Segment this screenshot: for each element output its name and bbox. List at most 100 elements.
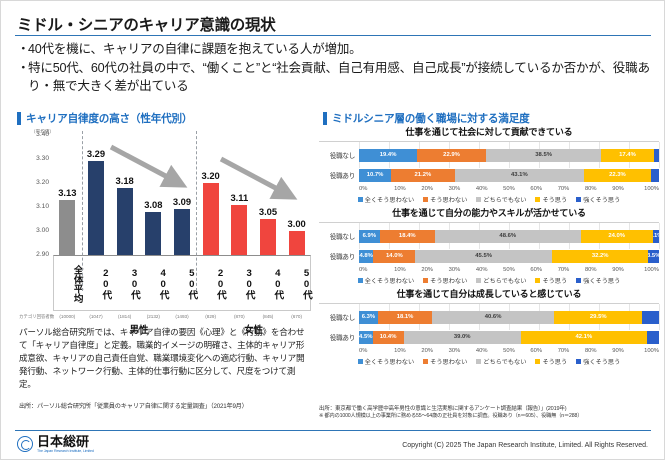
accent-bar-icon: [323, 112, 327, 125]
stacked-segment: 4.8%: [359, 249, 374, 263]
bar-rect: [288, 231, 305, 255]
legend-swatch-icon: [357, 197, 363, 202]
right-source-line1: 出所：東京都で働く高学歴中高年男性の意識と生活実態に関するアンケート調査結果（報…: [319, 406, 567, 412]
legend-item: どちらでもない: [476, 195, 526, 204]
trend-arrows: [109, 144, 298, 200]
stacked-segment: 40.6%: [432, 310, 554, 324]
bar-value-label: 3.00: [287, 218, 306, 229]
legend-label: そう思わない: [430, 359, 468, 366]
copyright-text: Copyright (C) 2025 The Japan Research In…: [402, 442, 648, 449]
chart-top-rule: [319, 303, 659, 304]
bar-column: 3.09: [172, 135, 192, 255]
x-axis-tick: 70%: [557, 348, 570, 354]
bullet-list: ・ 40代を機に、キャリアの自律に課題を抱えている人が増加。 ・ 特に50代、6…: [17, 41, 651, 97]
x-axis-tick: 0%: [359, 186, 368, 192]
category-label: 50代: [186, 268, 198, 300]
y-axis-tick: 3.20: [36, 179, 49, 186]
legend-swatch-icon: [535, 278, 541, 283]
y-axis-tick: 3.00: [36, 227, 49, 234]
x-axis-tick: 90%: [612, 348, 624, 354]
bar-column: 3.05: [258, 135, 278, 255]
bullet-text: 40代を機に、キャリアの自律に課題を抱えている人が増加。: [28, 42, 362, 56]
legend-item: どちらでもない: [476, 357, 526, 366]
row-category-label: 役職なし: [329, 153, 355, 160]
legend-item: そう思う: [535, 195, 567, 204]
stacked-segment: 45.5%: [415, 249, 552, 263]
y-axis-tick: 3.10: [36, 203, 49, 210]
stacked-rows: 役職なし 6.9%18.4%48.6%24.0%2.1% 役職あり 4.8%14.0%…: [319, 223, 660, 265]
bar-plot-area: 3.13 3.29 3.18 3.08 3.09 3.20 3.11 3.05 3.00: [53, 135, 311, 255]
category-label: 20代: [100, 268, 112, 300]
x-axis-tick: 10%: [394, 186, 406, 192]
x-axis-ticks: 0% 10% 20% 30% 40% 50% 60% 70% 80% 90% 100%: [359, 267, 659, 273]
bar-column: 3.00: [287, 135, 306, 255]
bar-rect: [145, 211, 162, 255]
left-source-text: 出所：パーソル総合研究所「従業員のキャリア自律に関する定量調査」（2021年9月…: [19, 403, 248, 410]
x-axis-tick: 80%: [584, 186, 597, 192]
x-axis-tick: 100%: [644, 348, 659, 354]
bar-rect: [202, 183, 219, 255]
stacked-chart-block: 仕事を通じて社会に対して貢献できている 役職なし 19.4% 22.9% 38.5% 17…: [319, 125, 660, 204]
x-axis-tick: 80%: [584, 267, 597, 273]
logo-circle-icon: [17, 435, 33, 452]
category-label: 20代: [214, 268, 226, 300]
footer-divider: [15, 430, 651, 431]
legend-item: 強くそう思う: [576, 195, 620, 204]
x-axis-tick: 50%: [503, 267, 515, 273]
legend-label: 全くそう思わない: [364, 359, 415, 366]
legend-swatch-icon: [476, 359, 482, 364]
bar-rect: [231, 204, 248, 255]
category-label: 全体平均: [71, 264, 83, 304]
x-axis-tick: 80%: [584, 348, 597, 354]
legend-swatch-icon: [535, 359, 541, 364]
bar-column: 3.08: [144, 135, 162, 255]
legend-label: そう思わない: [430, 278, 468, 285]
x-axis-tick: 0%: [359, 267, 368, 273]
bar-rect: [87, 161, 105, 255]
bar-value-label: 3.18: [115, 174, 134, 186]
x-axis-tick: 30%: [448, 186, 461, 192]
chart-legend: 全くそう思わない そう思わない どちらでもない そう思う 強くそう思う: [319, 195, 659, 204]
x-axis-ticks: 0% 10% 20% 30% 40% 50% 60% 70% 80% 90% 100%: [359, 348, 659, 354]
gridline: [659, 223, 660, 249]
row-category-label: 役職あり: [329, 335, 355, 342]
legend-swatch-icon: [576, 197, 582, 202]
x-axis-tick: 70%: [557, 267, 570, 273]
bar-value-label: 3.05: [258, 206, 278, 217]
x-axis-tick: 100%: [644, 186, 659, 192]
stacked-bar-row: 役職なし 6.3% 18.1% 40.6% 29.5%: [319, 308, 659, 326]
bullet-marker: ・: [17, 42, 30, 56]
chart-legend: 全くそう思わない そう思わない どちらでもない そう思う 強くそう思う: [319, 276, 659, 285]
category-box: [53, 255, 311, 311]
bar-rect: [259, 219, 277, 255]
stacked-segment: 24.0%: [580, 229, 653, 243]
stacked-segment: 38.5%: [485, 148, 602, 162]
sample-size-label: (1493): [175, 314, 189, 319]
stacked-segment: 39.0%: [403, 330, 521, 344]
bar-column: 3.20: [202, 135, 220, 255]
legend-label: どちらでもない: [483, 197, 527, 204]
legend-item: 全くそう思わない: [357, 276, 414, 285]
bar-column: 3.29: [87, 135, 105, 255]
n-header-label: カテゴリ回答者数: [19, 314, 55, 319]
section-header-left-label: キャリア自律度の高さ（性年代別）: [26, 113, 193, 125]
category-label: 50代: [300, 268, 312, 300]
sample-size-label: (10000): [59, 314, 76, 319]
x-axis-tick: 60%: [530, 348, 543, 354]
stacked-segment: [646, 330, 659, 344]
stacked-segment: 19.4%: [359, 148, 418, 162]
x-axis-tick: 40%: [475, 186, 488, 192]
sample-size-label: (845): [262, 314, 274, 319]
legend-label: そう思う: [542, 197, 568, 204]
bar-column: 3.18: [115, 135, 134, 255]
bar-value-label: 3.09: [172, 196, 192, 208]
stacked-rows: 役職なし 19.4% 22.9% 38.5% 17.4% 役職あり 10.7% 21.2% 43…: [319, 142, 660, 184]
row-category-label: 役職なし: [329, 315, 355, 322]
stacked-segment: 14.0%: [373, 249, 416, 263]
sample-size-label: (829): [205, 314, 217, 319]
stacked-bar-track: 4.8%14.0%45.5%32.2%3.5%: [359, 249, 659, 263]
legend-item: 全くそう思わない: [357, 357, 415, 366]
legend-label: そう思う: [542, 359, 568, 366]
stacked-segment: 22.9%: [417, 148, 486, 162]
